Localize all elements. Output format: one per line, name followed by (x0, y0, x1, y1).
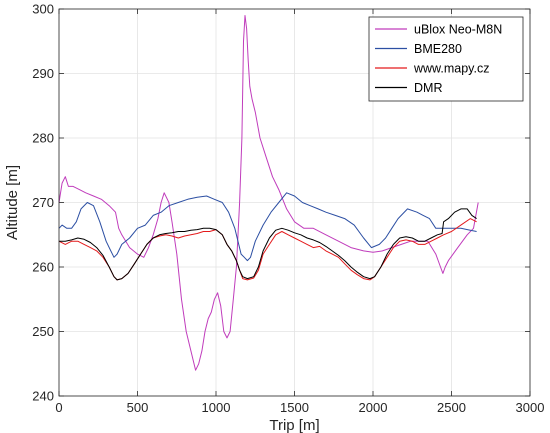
legend-entry-label: www.mapy.cz (413, 62, 489, 76)
y-tick-label: 280 (32, 131, 54, 146)
series-line-1 (58, 15, 479, 371)
y-tick-label: 250 (32, 324, 54, 339)
y-tick-label: 290 (32, 66, 54, 81)
series-line-2 (58, 192, 477, 262)
x-tick-label: 500 (127, 400, 149, 415)
y-tick-label: 260 (32, 260, 54, 275)
legend: uBlox Neo-M8N BME280 www.mapy.cz DMR (368, 16, 524, 102)
x-axis-label: Trip [m] (269, 417, 319, 433)
x-tick-label: 2000 (359, 400, 388, 415)
x-tick-label: 1500 (280, 400, 309, 415)
axis-ticks: 0 500 1000 1500 2000 2500 3000 240 250 260 270 280 2… (32, 2, 544, 416)
y-axis-label: Altitude [m] (4, 165, 21, 240)
x-tick-label: 0 (55, 400, 62, 415)
x-tick-label: 3000 (516, 400, 545, 415)
legend-entry-label: uBlox Neo-M8N (414, 23, 502, 37)
legend-entry-label: BME280 (414, 42, 462, 56)
x-tick-label: 1000 (202, 400, 231, 415)
y-tick-label: 240 (32, 389, 54, 404)
series-line-4 (59, 208, 477, 281)
y-tick-label: 270 (32, 195, 54, 210)
y-tick-label: 300 (32, 2, 54, 17)
series-group (58, 15, 479, 371)
x-tick-label: 2500 (437, 400, 466, 415)
legend-entry-label: DMR (414, 81, 442, 95)
